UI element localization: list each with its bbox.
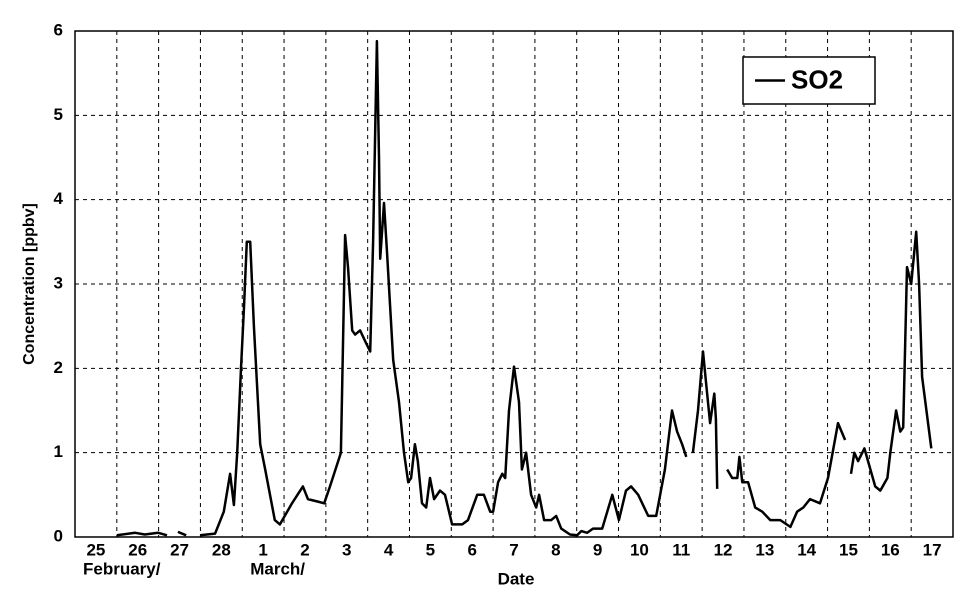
annotation: March/ xyxy=(250,559,305,578)
y-tick-label: 0 xyxy=(54,526,63,545)
y-tick-label: 4 xyxy=(54,189,64,208)
x-tick-label: 11 xyxy=(672,540,690,559)
x-tick-label: 9 xyxy=(593,540,602,559)
x-tick-label: 7 xyxy=(509,540,518,559)
x-tick-label: 12 xyxy=(714,540,733,559)
x-tick-label: 10 xyxy=(630,540,649,559)
y-axis-label: Concentration [ppbv] xyxy=(21,203,38,365)
x-axis-label: Date xyxy=(498,569,535,588)
y-tick-label: 5 xyxy=(54,105,63,124)
legend-label: SO2 xyxy=(791,64,843,94)
series-line xyxy=(116,39,933,537)
x-tick-label: 6 xyxy=(467,540,476,559)
x-tick-label: 27 xyxy=(170,540,189,559)
x-tick-label: 26 xyxy=(128,540,147,559)
x-tick-label: 5 xyxy=(426,540,435,559)
y-tick-label: 3 xyxy=(54,273,63,292)
y-tick-label: 1 xyxy=(54,442,63,461)
x-tick-label: 13 xyxy=(755,540,774,559)
x-tick-label: 15 xyxy=(839,540,858,559)
annotation: February/ xyxy=(83,559,161,578)
x-tick-label: 16 xyxy=(881,540,900,559)
x-tick-label: 1 xyxy=(258,540,267,559)
x-tick-label: 4 xyxy=(384,540,394,559)
x-tick-label: 2 xyxy=(300,540,309,559)
x-tick-label: 14 xyxy=(797,540,816,559)
x-tick-label: 3 xyxy=(342,540,351,559)
plot-frame xyxy=(74,30,954,538)
x-tick-label: 8 xyxy=(551,540,560,559)
y-tick-label: 2 xyxy=(54,358,63,377)
y-tick-label: 6 xyxy=(54,20,63,39)
x-tick-label: 28 xyxy=(212,540,231,559)
x-tick-label: 25 xyxy=(86,540,105,559)
x-tick-label: 17 xyxy=(923,540,942,559)
